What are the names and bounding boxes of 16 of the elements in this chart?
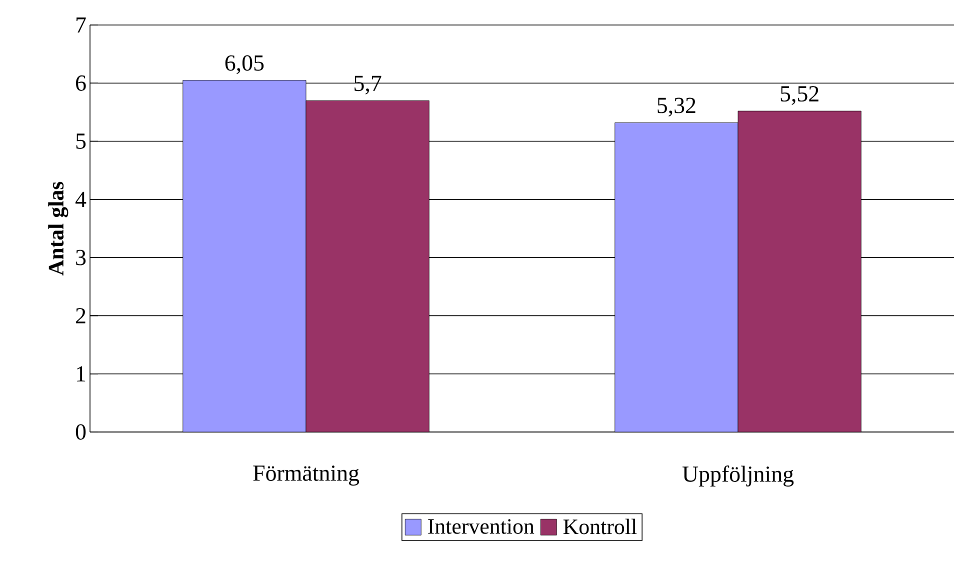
x-tick-label: Uppföljning bbox=[682, 466, 794, 487]
y-tick-label: 7 bbox=[76, 17, 86, 32]
x-tick-label: Förmätning bbox=[253, 466, 360, 486]
legend-label: Intervention bbox=[428, 519, 534, 534]
data-label: 6,05 bbox=[225, 55, 264, 74]
y-tick-label: 1 bbox=[77, 366, 86, 382]
data-label: 5,52 bbox=[780, 86, 818, 105]
y-axis-title: Antal glas bbox=[48, 182, 68, 276]
y-tick-label: 0 bbox=[76, 424, 86, 440]
y-tick-label: 4 bbox=[75, 192, 86, 207]
y-tick-label: 3 bbox=[76, 250, 86, 266]
y-tick-label: 2 bbox=[76, 308, 86, 324]
legend-label: Kontroll bbox=[563, 518, 637, 534]
y-tick-label: 5 bbox=[76, 134, 86, 149]
data-label: 5,32 bbox=[658, 98, 696, 116]
y-tick-label: 6 bbox=[76, 75, 86, 91]
